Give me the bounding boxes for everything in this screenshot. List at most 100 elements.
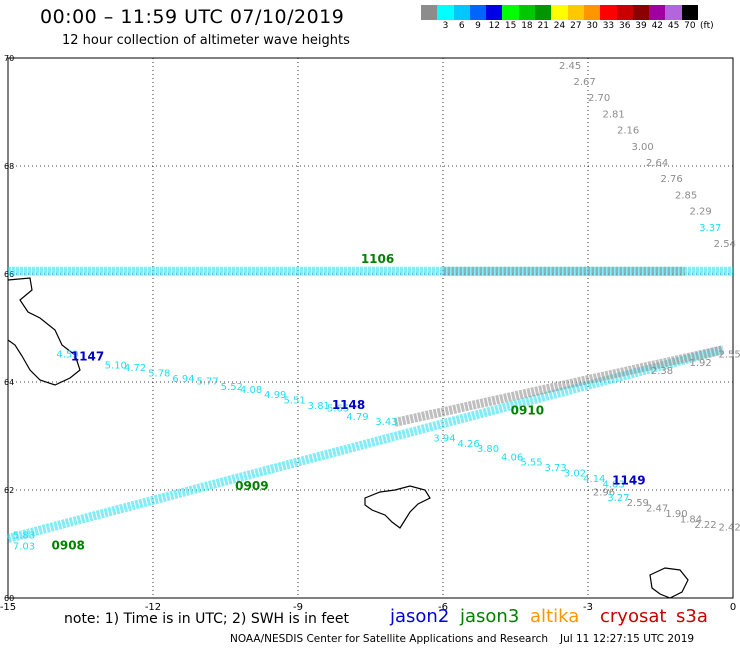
swh-value-label: 2.59 [627,498,649,509]
legend-swatch-label: 21 [537,21,549,31]
legend-swatch-color [551,5,568,20]
swh-value-label: 2.22 [694,520,716,531]
legend-swatch: 9 [469,5,487,32]
legend-swatch-color [535,5,552,20]
track-time-label: 1148 [332,398,365,412]
swh-value-label: 4.72 [124,363,146,374]
swh-value-label: 2.29 [690,207,712,218]
legend-swatch [421,5,438,32]
map-frame [7,57,734,599]
track-time-label: 1106 [361,252,394,266]
x-tick-label: -6 [438,602,448,613]
legend-swatch: 36 [616,5,633,32]
legend-jason2: jason2 [390,606,450,627]
legend-swatch-color [583,5,601,20]
footer-timestamp: Jul 11 12:27:15 UTC 2019 [560,633,695,645]
legend-swatch-label: 27 [570,21,582,31]
footer-note: note: 1) Time is in UTC; 2) SWH is in fe… [64,611,350,627]
x-tick-label: 0 [730,602,736,613]
legend-swatch-color [632,5,650,20]
swh-value-label: 4.59 [56,350,78,361]
legend-swatch-color [486,5,503,20]
swh-value-label: 4.99 [264,390,286,401]
legend-swatch-label: 6 [458,21,465,31]
legend-swatch: 39 [632,5,650,32]
y-tick-label: 62 [4,486,14,495]
legend-swatch-color [649,5,666,20]
swh-value-label: 1.90 [665,509,687,520]
legend-swatch-color [518,5,536,20]
swh-value-label: 3.37 [699,223,721,234]
legend-swatch-color [567,5,584,20]
swh-value-label: 2.67 [574,77,596,88]
swh-value-label: 5.51 [284,396,306,407]
swh-value-label: 4.08 [240,385,262,396]
swh-value-label: 4.03 [603,479,625,490]
legend-swatch-label: 45 [667,21,680,31]
legend-swatch: 30 [583,5,601,32]
legend-swatch-color [681,5,699,20]
legend-swatch-label: 15 [504,21,517,31]
legend-swatch: 6 [453,5,470,32]
legend-swatch-label: 42 [651,21,664,31]
x-tick-label: -15 [0,602,16,613]
legend-swatch-label: 3 [442,21,449,31]
x-tick-label: -12 [145,602,161,613]
shetland-coast [649,567,689,599]
legend-swatch: 27 [567,5,584,32]
legend-swatch-color [616,5,633,20]
legend-swatch-color [600,5,617,20]
swh-value-label: 5.83 [13,531,35,542]
legend-swatch: 21 [535,5,552,32]
legend-swatch: 70 [681,5,699,32]
legend-unit: (ft) [700,21,714,31]
legend-altika: altika [530,606,580,627]
swh-value-label: 3.73 [545,463,567,474]
y-tick-label: 70 [4,54,14,63]
legend-swatch-label: 39 [635,21,647,31]
swh-value-label: 5.10 [105,361,127,372]
swh-value-label: 4.14 [583,474,605,485]
swh-value-label: 3.94 [433,433,455,444]
swh-value-label: 2.85 [675,190,697,201]
legend-swatch-color [437,5,454,20]
swh-value-label: 1.84 [680,514,702,525]
legend-swatch-color [453,5,470,20]
iceland-coast [7,277,81,386]
legend-swatch: 3 [437,5,454,32]
track-band-ascending-gray [393,345,725,427]
legend-swatch: 12 [486,5,503,32]
legend-swatch: 42 [649,5,666,32]
swh-value-label: 2.38 [651,366,673,377]
legend-swatch-label: 24 [553,21,566,31]
swh-value-label: 3.43 [375,417,397,428]
map-subtitle: 12 hour collection of altimeter wave hei… [62,33,350,48]
legend-swatch-color [665,5,682,20]
swh-value-label: 1.92 [690,358,712,369]
legend-swatch: 33 [600,5,617,32]
swh-value-label: 2.16 [617,126,639,137]
legend-swatch-label: 70 [684,21,696,31]
legend-swatch-label: 30 [586,21,598,31]
legend-swatch-label: 18 [521,21,533,31]
swh-value-label: 2.55 [719,350,740,361]
swh-value-label: 3.80 [477,444,499,455]
swh-value-label: 3.81 [308,401,330,412]
swh-value-label: 3.00 [632,142,654,153]
legend-swatch-color [421,5,438,20]
track-time-label: 0909 [235,479,268,493]
legend-swatch: 24 [551,5,568,32]
legend-swatch-label: 12 [488,21,501,31]
legend-swatch: 45 [665,5,682,32]
legend-swatch-label: 36 [618,21,631,31]
track-time-label: 0910 [511,403,544,417]
track-time-label: 1147 [71,349,104,363]
legend-swatch: 15 [502,5,519,32]
track-time-label: 1149 [612,474,645,488]
color-legend: 3 6 9 12 15 18 21 24 27 30 33 36 39 42 45 70 (ft) [421,5,714,32]
swh-value-label: 7.03 [13,541,35,552]
swh-value-label: 4.79 [346,412,368,423]
swh-value-label: 5.52 [221,382,243,393]
swh-value-label: 2.54 [714,239,736,250]
